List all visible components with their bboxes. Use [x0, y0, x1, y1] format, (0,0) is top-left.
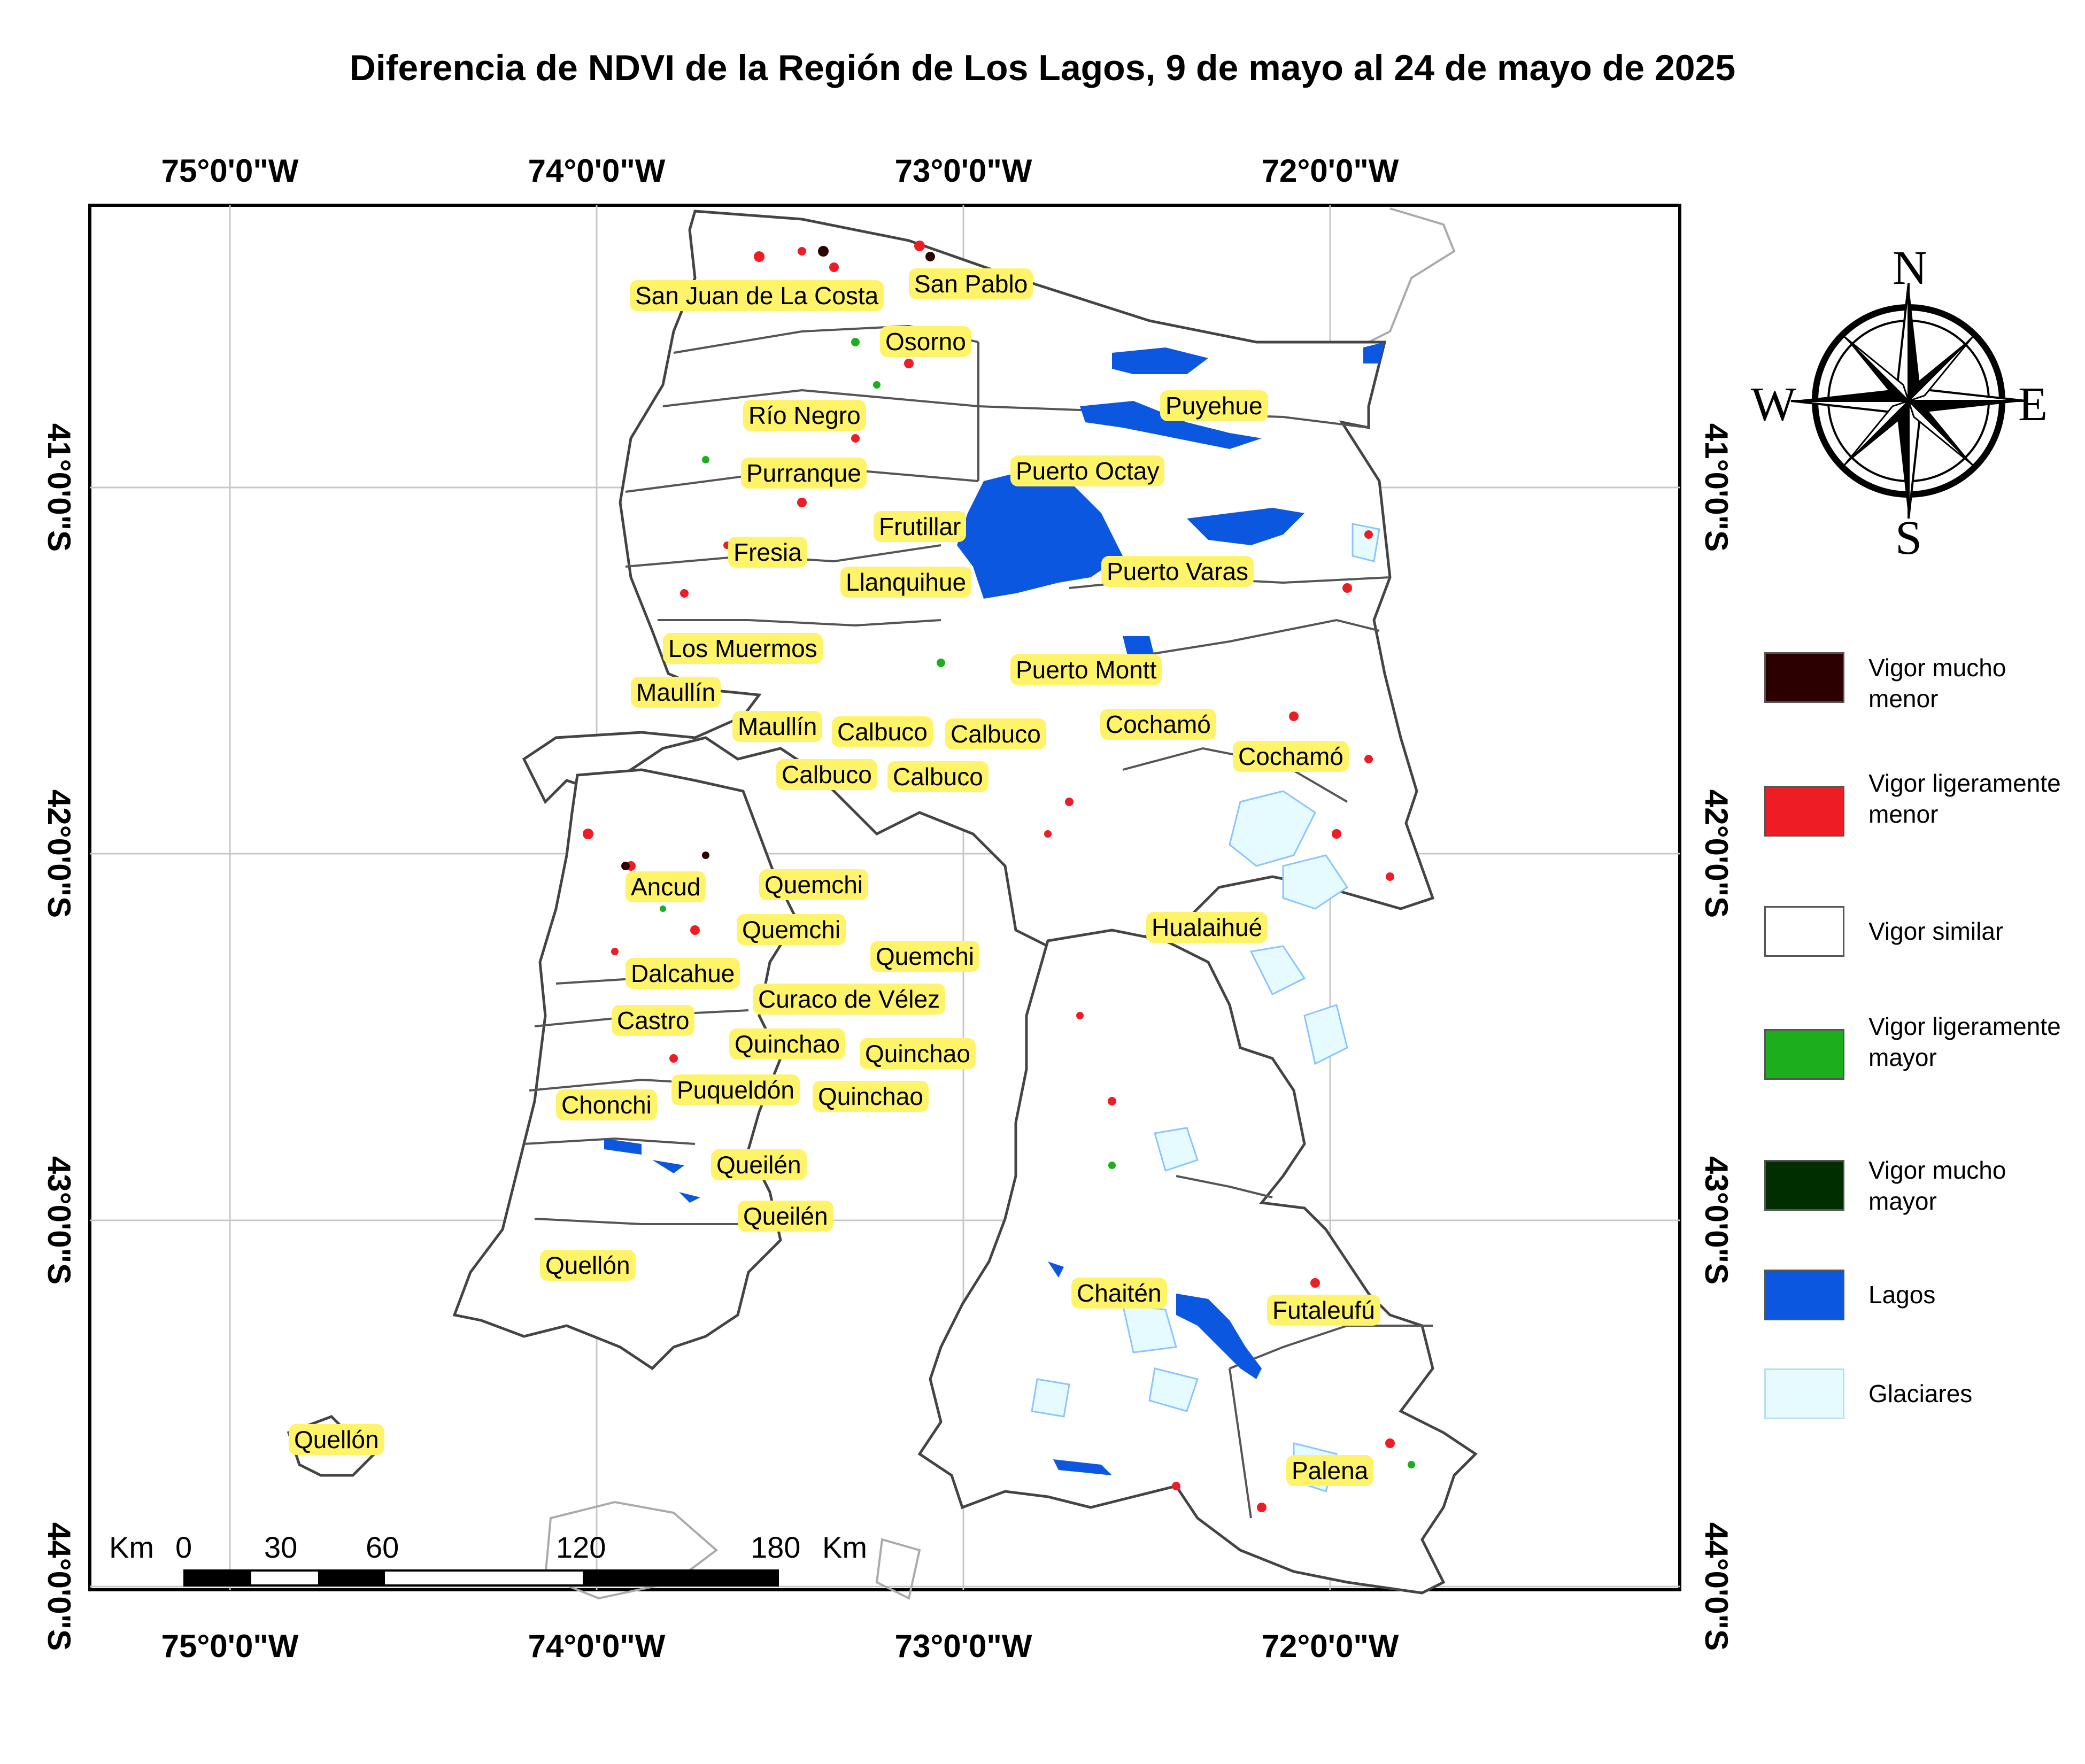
place-label: Calbuco — [832, 716, 933, 747]
place-label: Quinchao — [813, 1081, 929, 1112]
lon-label-bottom-72: 72°0'0"W — [1261, 1628, 1399, 1664]
scale-unit-right: Km — [822, 1530, 867, 1564]
place-label: Quinchao — [860, 1038, 976, 1069]
place-label: Quemchi — [737, 914, 846, 945]
place-label: Calbuco — [776, 759, 877, 790]
place-label: Quinchao — [729, 1028, 845, 1059]
place-label: Chaitén — [1071, 1278, 1167, 1309]
place-label: Puerto Montt — [1010, 654, 1162, 685]
speckle-green — [660, 338, 1415, 1468]
place-label: Quemchi — [759, 869, 869, 900]
compass-north: N — [1893, 242, 1927, 295]
place-label: Cochamó — [1233, 741, 1349, 772]
place-label: Puqueldón — [671, 1074, 800, 1105]
scale-tick: 30 — [264, 1530, 298, 1564]
place-label: Puerto Octay — [1010, 455, 1165, 486]
place-label: Llanquihue — [840, 567, 972, 598]
compass-east: E — [2018, 378, 2048, 431]
place-label: Calbuco — [887, 761, 989, 792]
map-title: Diferencia de NDVI de la Región de Los L… — [349, 48, 1736, 88]
lat-label-left-41: 41°0'0"S — [41, 423, 77, 552]
scale-unit-left: Km — [109, 1530, 154, 1564]
lon-label-top-75: 75°0'0"W — [161, 153, 299, 189]
place-label: Quellón — [289, 1424, 384, 1455]
lon-label-bottom-75: 75°0'0"W — [161, 1628, 299, 1664]
place-label: Queilén — [738, 1201, 833, 1232]
legend-label: Vigor mucho menor — [1868, 654, 2006, 713]
place-label: San Juan de La Costa — [630, 280, 884, 311]
region-south — [917, 929, 1478, 1595]
place-label: Palena — [1286, 1455, 1374, 1486]
place-label: Los Muermos — [663, 633, 823, 664]
place-label: Queilén — [711, 1149, 807, 1180]
north-arrow — [1790, 283, 2027, 519]
legend-swatch — [1764, 1029, 1844, 1080]
scale-tick: 60 — [366, 1530, 399, 1564]
speckle-darkred — [621, 246, 935, 870]
legend-swatch — [1764, 1270, 1844, 1320]
place-label: Calbuco — [945, 718, 1046, 749]
legend-swatch — [1764, 652, 1844, 703]
place-label: Cochamó — [1100, 709, 1216, 740]
lat-label-right-44: 44°0'0"S — [1698, 1522, 1734, 1651]
place-label: Castro — [612, 1005, 695, 1036]
legend-swatch — [1764, 906, 1844, 957]
legend-label: Vigor mucho mayor — [1868, 1156, 2006, 1215]
legend-label: Lagos — [1868, 1281, 1936, 1309]
lon-label-top-73: 73°0'0"W — [894, 153, 1032, 189]
scale-bar — [183, 1569, 779, 1587]
place-label: Maullín — [732, 711, 823, 742]
place-label: Hualaihué — [1146, 912, 1268, 943]
place-label: Fresia — [728, 537, 807, 568]
place-label: Puerto Varas — [1101, 556, 1254, 587]
compass-south: S — [1895, 512, 1922, 564]
place-label: Chonchi — [556, 1089, 657, 1120]
compass-west: W — [1751, 378, 1796, 431]
lat-label-right-41: 41°0'0"S — [1698, 423, 1734, 552]
legend-label: Vigor similar — [1868, 917, 2004, 945]
legend-swatch — [1764, 786, 1844, 837]
place-label: Frutillar — [874, 511, 967, 542]
legend-label: Vigor ligeramente mayor — [1868, 1012, 2061, 1071]
lat-label-left-43: 43°0'0"S — [41, 1156, 77, 1285]
legend-swatch — [1764, 1368, 1844, 1419]
lat-label-left-42: 42°0'0"S — [41, 789, 77, 918]
place-label: Futaleufú — [1267, 1295, 1380, 1326]
place-label: Quemchi — [870, 941, 980, 972]
legend-swatch — [1764, 1160, 1844, 1211]
place-label: Osorno — [880, 326, 971, 357]
lat-label-left-44: 44°0'0"S — [41, 1522, 77, 1651]
lakes — [604, 342, 1385, 1475]
lat-label-right-42: 42°0'0"S — [1698, 789, 1734, 918]
place-label: Curaco de Vélez — [753, 984, 946, 1015]
commune-boundaries — [523, 324, 1433, 1519]
place-label: Río Negro — [743, 400, 866, 431]
place-label: Puyehue — [1160, 390, 1268, 421]
lon-label-top-72: 72°0'0"W — [1261, 153, 1399, 189]
lon-label-top-74: 74°0'0"W — [528, 153, 666, 189]
lon-label-bottom-73: 73°0'0"W — [894, 1628, 1032, 1664]
scale-tick: 180 — [751, 1530, 801, 1564]
lat-label-right-43: 43°0'0"S — [1698, 1156, 1734, 1285]
place-label: Dalcahue — [626, 958, 740, 989]
place-label: Quellón — [540, 1250, 636, 1281]
scale-tick: 120 — [556, 1530, 606, 1564]
border-argentina — [1368, 207, 1456, 343]
scale-tick: 0 — [175, 1530, 192, 1564]
place-label: Maullín — [631, 677, 721, 708]
legend-label: Glaciares — [1868, 1380, 1973, 1407]
place-label: Purranque — [741, 458, 867, 489]
lon-label-bottom-74: 74°0'0"W — [528, 1628, 666, 1664]
place-label: San Pablo — [909, 268, 1033, 299]
place-label: Ancud — [626, 871, 706, 902]
legend-label: Vigor ligeramente menor — [1868, 769, 2061, 828]
